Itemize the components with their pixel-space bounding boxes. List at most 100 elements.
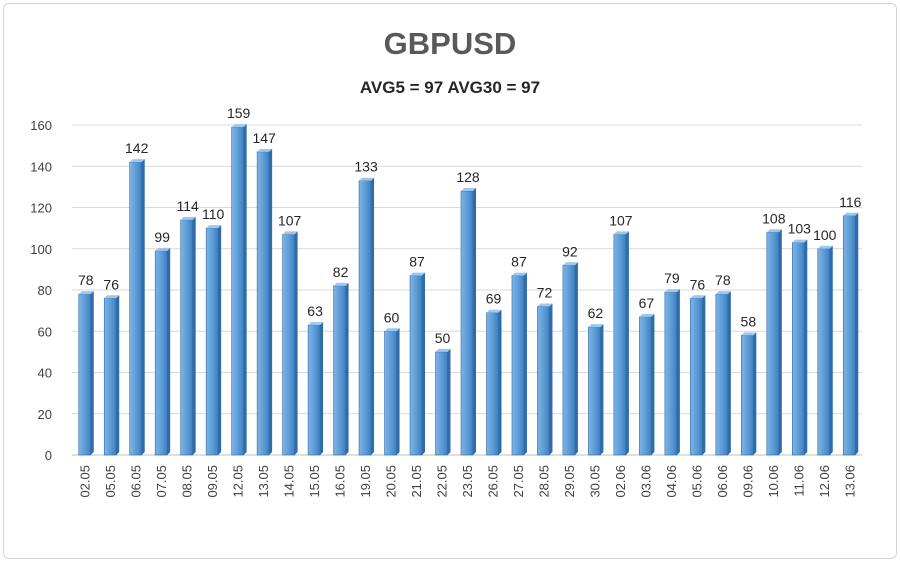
bar bbox=[358, 177, 375, 456]
data-label: 50 bbox=[435, 330, 451, 346]
data-label: 116 bbox=[839, 194, 862, 210]
bar bbox=[715, 291, 731, 456]
x-tick-label: 07.05 bbox=[154, 465, 169, 498]
x-tick-label: 28.05 bbox=[536, 465, 551, 498]
data-label: 147 bbox=[252, 130, 276, 146]
bar bbox=[205, 225, 222, 456]
data-label: 100 bbox=[813, 227, 837, 243]
bar bbox=[78, 291, 94, 456]
bar bbox=[154, 247, 171, 456]
x-tick-label: 22.05 bbox=[435, 465, 450, 498]
x-tick-label: 20.05 bbox=[384, 465, 399, 498]
x-tick-label: 21.05 bbox=[409, 465, 424, 498]
x-tick-label: 13.06 bbox=[842, 465, 857, 498]
y-axis: 0 20 40 60 80 100 120 140 160 bbox=[30, 118, 52, 463]
bar bbox=[256, 148, 273, 456]
bar bbox=[307, 322, 324, 456]
data-label: 76 bbox=[103, 276, 119, 292]
bar bbox=[409, 272, 426, 456]
x-tick-label: 05.05 bbox=[103, 465, 118, 498]
x-axis: 02.05 05.05 06.05 07.05 08.05 09.05 12.05 13.05… bbox=[78, 465, 858, 498]
data-label: 82 bbox=[333, 264, 349, 280]
x-tick-label: 06.06 bbox=[715, 465, 730, 498]
x-tick-label: 02.05 bbox=[78, 465, 93, 498]
data-label: 99 bbox=[154, 229, 170, 245]
y-tick-label: 160 bbox=[30, 118, 52, 133]
x-tick-label: 15.05 bbox=[307, 465, 322, 498]
bar bbox=[766, 229, 782, 456]
bar bbox=[791, 239, 808, 456]
data-label: 78 bbox=[715, 272, 731, 288]
y-tick-label: 20 bbox=[38, 407, 52, 422]
bar bbox=[129, 159, 145, 456]
y-tick-label: 40 bbox=[38, 366, 52, 381]
bar bbox=[460, 188, 476, 456]
x-tick-label: 30.05 bbox=[587, 465, 602, 498]
x-tick-label: 10.06 bbox=[766, 465, 781, 498]
data-label: 114 bbox=[177, 198, 200, 214]
bar bbox=[817, 245, 833, 456]
y-tick-label: 60 bbox=[38, 324, 52, 339]
bar bbox=[282, 231, 298, 456]
data-label: 67 bbox=[639, 295, 655, 311]
x-tick-label: 09.05 bbox=[205, 465, 220, 498]
x-tick-label: 26.05 bbox=[485, 465, 500, 498]
data-label: 69 bbox=[486, 291, 502, 307]
x-tick-label: 08.05 bbox=[180, 465, 195, 498]
x-tick-label: 27.05 bbox=[511, 465, 526, 498]
data-label: 103 bbox=[788, 221, 812, 237]
x-tick-label: 11.06 bbox=[791, 465, 806, 497]
data-label: 87 bbox=[409, 254, 425, 270]
bar bbox=[588, 324, 604, 456]
data-label: 108 bbox=[762, 210, 786, 226]
bars bbox=[78, 124, 859, 456]
y-tick-label: 0 bbox=[45, 448, 52, 463]
data-label: 110 bbox=[202, 206, 225, 222]
data-label: 58 bbox=[741, 313, 757, 329]
x-tick-label: 16.05 bbox=[333, 465, 348, 498]
data-label: 159 bbox=[227, 105, 251, 121]
bar bbox=[486, 309, 502, 456]
data-label: 133 bbox=[354, 159, 378, 175]
data-label: 87 bbox=[511, 254, 527, 270]
data-label: 78 bbox=[78, 272, 94, 288]
x-tick-label: 06.05 bbox=[129, 465, 144, 498]
bar bbox=[613, 231, 629, 456]
bar bbox=[664, 289, 680, 456]
chart-subtitle: AVG5 = 97 AVG30 = 97 bbox=[359, 78, 541, 97]
data-label: 62 bbox=[588, 305, 604, 321]
x-tick-label: 04.06 bbox=[664, 465, 679, 498]
data-label: 79 bbox=[664, 270, 680, 286]
x-tick-label: 09.06 bbox=[740, 465, 755, 498]
bar bbox=[231, 124, 247, 456]
x-tick-label: 05.06 bbox=[689, 465, 704, 498]
chart-title: GBPUSD bbox=[383, 26, 517, 61]
bar bbox=[435, 348, 451, 456]
data-label: 92 bbox=[562, 243, 578, 259]
data-label: 107 bbox=[609, 212, 633, 228]
data-label: 60 bbox=[384, 309, 400, 325]
bar bbox=[333, 282, 349, 456]
x-tick-label: 02.06 bbox=[613, 465, 628, 498]
x-tick-label: 03.06 bbox=[638, 465, 653, 498]
bar bbox=[511, 272, 527, 456]
bar bbox=[537, 303, 553, 456]
data-label: 76 bbox=[690, 276, 706, 292]
bar bbox=[690, 295, 706, 456]
x-tick-label: 29.05 bbox=[562, 465, 577, 498]
x-tick-label: 23.05 bbox=[460, 465, 475, 498]
y-tick-label: 140 bbox=[30, 159, 52, 174]
data-label: 72 bbox=[537, 285, 553, 301]
y-tick-label: 80 bbox=[38, 283, 52, 298]
bar bbox=[180, 216, 196, 456]
bar bbox=[842, 212, 859, 456]
chart-frame bbox=[3, 3, 897, 559]
data-label: 142 bbox=[125, 140, 149, 156]
data-label: 107 bbox=[278, 212, 302, 228]
bar bbox=[639, 313, 655, 456]
x-tick-label: 12.06 bbox=[817, 465, 832, 498]
bar bbox=[562, 262, 578, 456]
y-tick-label: 120 bbox=[30, 201, 52, 216]
